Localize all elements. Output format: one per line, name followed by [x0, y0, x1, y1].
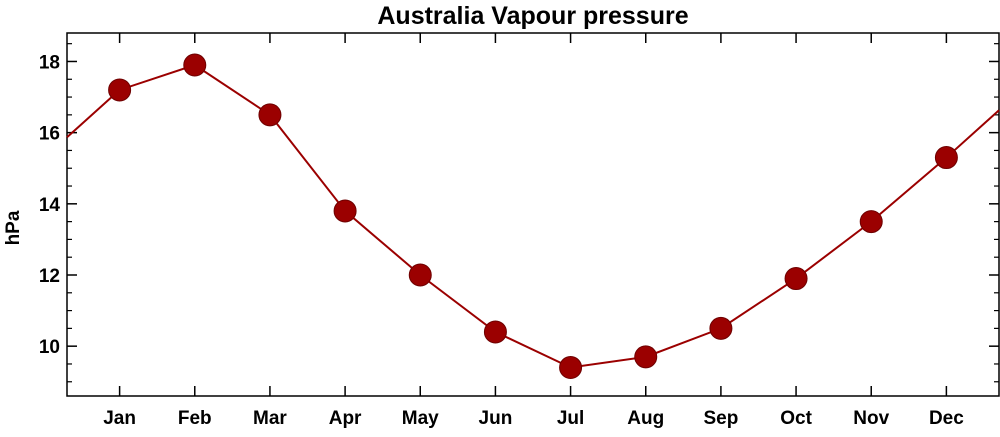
chart-title: Australia Vapour pressure — [377, 2, 688, 30]
x-tick-label: Oct — [780, 408, 812, 429]
x-tick-label: Sep — [703, 408, 738, 429]
data-point-jan — [108, 78, 132, 102]
data-point-jul — [559, 356, 583, 380]
data-point-mar — [258, 103, 282, 127]
data-point-nov — [859, 210, 883, 234]
x-tick-label: Dec — [929, 408, 964, 429]
y-tick-label: 16 — [39, 124, 60, 145]
series-line — [66, 63, 1000, 369]
data-point-apr — [333, 199, 357, 223]
data-point-dec — [934, 146, 958, 170]
x-tick-label: Jul — [557, 408, 584, 429]
x-tick-label: Feb — [178, 408, 212, 429]
data-point-may — [408, 263, 432, 287]
data-point-aug — [634, 345, 658, 369]
axis-ticks — [67, 33, 999, 396]
x-tick-label: Jan — [103, 408, 136, 429]
x-tick-label: Mar — [253, 408, 287, 429]
y-tick-label: 18 — [39, 52, 60, 73]
x-tick-label: Jun — [479, 408, 513, 429]
x-tick-label: May — [402, 408, 439, 429]
y-tick-label: 14 — [39, 195, 61, 216]
data-series — [66, 53, 1000, 380]
data-point-sep — [709, 316, 733, 340]
x-tick-label: Apr — [329, 408, 362, 429]
axis-tick-labels: 10 12 14 16 18 Jan Feb Mar Apr May Jun Jul Aug Sep Oct… — [39, 52, 964, 429]
y-axis-label: hPa — [3, 210, 24, 245]
data-point-jun — [483, 320, 507, 344]
x-tick-label: Nov — [853, 408, 889, 429]
y-tick-label: 10 — [39, 337, 60, 358]
y-tick-label: 12 — [39, 266, 60, 287]
x-tick-label: Aug — [627, 408, 664, 429]
plot-frame — [66, 32, 1000, 397]
data-point-feb — [183, 53, 207, 77]
data-point-oct — [784, 267, 808, 291]
